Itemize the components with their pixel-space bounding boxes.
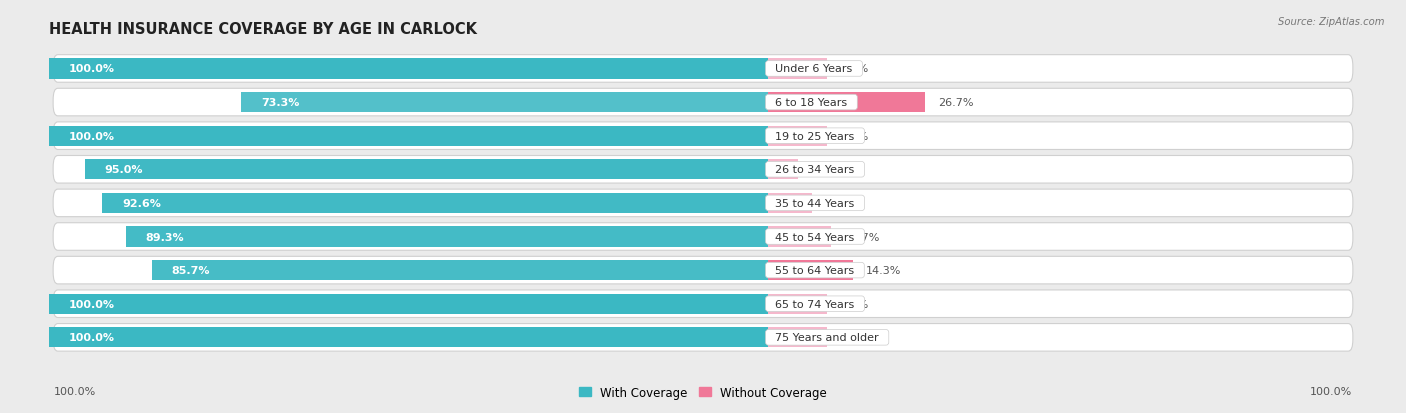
Text: 14.3%: 14.3%: [866, 266, 901, 275]
Bar: [49, 59, 768, 79]
Bar: [768, 328, 827, 348]
Bar: [242, 93, 768, 113]
FancyBboxPatch shape: [53, 123, 1353, 150]
Bar: [49, 126, 768, 146]
Bar: [768, 126, 827, 146]
Text: HEALTH INSURANCE COVERAGE BY AGE IN CARLOCK: HEALTH INSURANCE COVERAGE BY AGE IN CARL…: [49, 21, 477, 37]
FancyBboxPatch shape: [53, 190, 1353, 217]
Text: 26.7%: 26.7%: [939, 98, 974, 108]
Text: Source: ZipAtlas.com: Source: ZipAtlas.com: [1278, 17, 1385, 26]
Text: 19 to 25 Years: 19 to 25 Years: [768, 131, 862, 141]
Text: 26 to 34 Years: 26 to 34 Years: [768, 165, 862, 175]
Text: 89.3%: 89.3%: [146, 232, 184, 242]
Bar: [103, 193, 768, 214]
Text: 35 to 44 Years: 35 to 44 Years: [768, 198, 862, 209]
FancyBboxPatch shape: [53, 223, 1353, 251]
Text: 100.0%: 100.0%: [53, 386, 96, 396]
Text: 6 to 18 Years: 6 to 18 Years: [768, 98, 855, 108]
Bar: [49, 328, 768, 348]
Text: 100.0%: 100.0%: [1310, 386, 1353, 396]
Legend: With Coverage, Without Coverage: With Coverage, Without Coverage: [574, 381, 832, 404]
FancyBboxPatch shape: [53, 89, 1353, 116]
Bar: [49, 294, 768, 314]
Text: 95.0%: 95.0%: [105, 165, 143, 175]
Bar: [768, 59, 827, 79]
Text: 0.0%: 0.0%: [841, 299, 869, 309]
Bar: [127, 227, 768, 247]
Bar: [768, 294, 827, 314]
FancyBboxPatch shape: [53, 290, 1353, 318]
Text: 100.0%: 100.0%: [69, 332, 115, 342]
Text: 55 to 64 Years: 55 to 64 Years: [768, 266, 862, 275]
Text: 100.0%: 100.0%: [69, 64, 115, 74]
FancyBboxPatch shape: [53, 55, 1353, 83]
Text: 5.0%: 5.0%: [811, 165, 839, 175]
Text: 0.0%: 0.0%: [841, 64, 869, 74]
Text: 10.7%: 10.7%: [845, 232, 880, 242]
FancyBboxPatch shape: [53, 324, 1353, 351]
FancyBboxPatch shape: [53, 257, 1353, 284]
Text: 100.0%: 100.0%: [69, 299, 115, 309]
FancyBboxPatch shape: [53, 156, 1353, 184]
Text: 7.4%: 7.4%: [825, 198, 853, 209]
Bar: [768, 227, 831, 247]
Text: 0.0%: 0.0%: [841, 131, 869, 141]
Bar: [768, 93, 925, 113]
Text: 85.7%: 85.7%: [172, 266, 209, 275]
Bar: [152, 261, 768, 280]
Bar: [768, 160, 797, 180]
Bar: [86, 160, 768, 180]
Text: 92.6%: 92.6%: [122, 198, 160, 209]
Text: 45 to 54 Years: 45 to 54 Years: [768, 232, 862, 242]
Text: Under 6 Years: Under 6 Years: [768, 64, 859, 74]
Bar: [768, 261, 852, 280]
Bar: [768, 193, 811, 214]
Text: 75 Years and older: 75 Years and older: [768, 332, 886, 342]
Text: 100.0%: 100.0%: [69, 131, 115, 141]
Text: 0.0%: 0.0%: [841, 332, 869, 342]
Text: 65 to 74 Years: 65 to 74 Years: [768, 299, 862, 309]
Text: 73.3%: 73.3%: [262, 98, 299, 108]
